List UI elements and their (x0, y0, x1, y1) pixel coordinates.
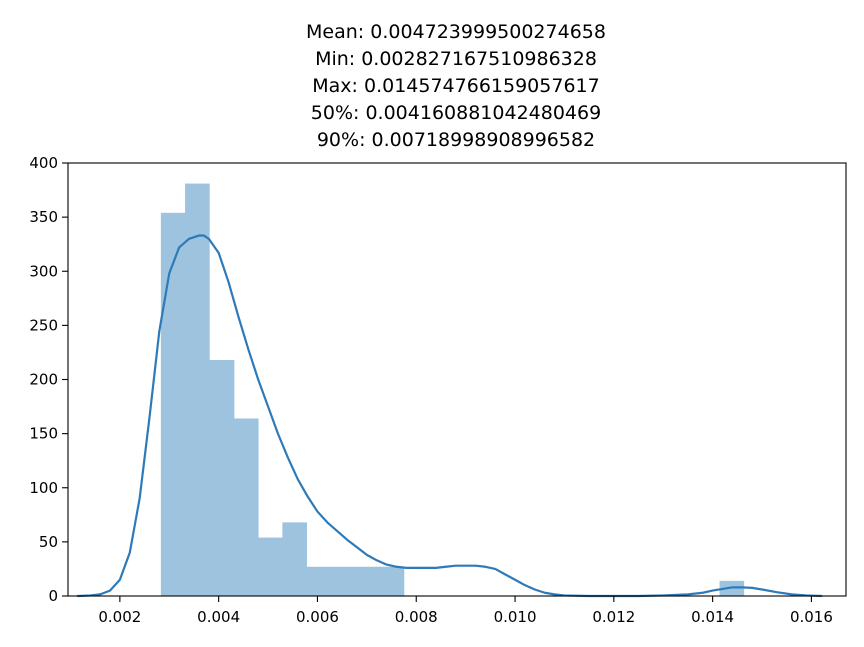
title-line-median: 50%: 0.004160881042480469 (311, 102, 601, 124)
title-line-max: Max: 0.014574766159057617 (312, 75, 599, 97)
x-tick-label-7: 0.016 (790, 608, 833, 626)
y-tick-label-5: 250 (29, 316, 58, 334)
histogram-bar-2 (209, 360, 235, 596)
title-line-p90: 90%: 0.00718998908996582 (317, 129, 595, 151)
chart-title: Mean: 0.004723999500274658 Min: 0.002827… (306, 21, 606, 151)
x-tick-label-0: 0.002 (98, 608, 141, 626)
x-tick-label-1: 0.004 (197, 608, 240, 626)
title-line-mean: Mean: 0.004723999500274658 (306, 21, 606, 43)
histogram-bars (160, 183, 745, 597)
histogram-bar-9 (379, 566, 405, 596)
y-tick-label-6: 300 (29, 262, 58, 280)
y-tick-label-2: 100 (29, 479, 58, 497)
x-tick-label-2: 0.006 (296, 608, 339, 626)
x-tick-label-6: 0.014 (691, 608, 734, 626)
histogram-bar-4 (258, 537, 283, 596)
y-tick-label-8: 400 (29, 154, 58, 172)
kde-line (76, 234, 823, 598)
histogram-bar-5 (282, 522, 307, 596)
x-tick-label-4: 0.010 (494, 608, 537, 626)
histogram-bar-8 (354, 566, 380, 596)
y-tick-label-3: 150 (29, 425, 58, 443)
histogram-bar-6 (306, 566, 332, 596)
y-axis-ticks: 0 50 100 150 200 250 300 350 400 (29, 154, 68, 605)
y-tick-label-4: 200 (29, 371, 58, 389)
x-axis-ticks: 0.002 0.004 0.006 0.008 0.010 0.012 0.014 0.016 (98, 596, 833, 626)
histogram-bar-3 (233, 418, 259, 596)
histogram-bar-1 (185, 183, 210, 596)
kde-layer (76, 234, 823, 598)
histogram-bar-7 (330, 566, 356, 596)
histogram-bar-0 (160, 212, 186, 597)
y-tick-label-1: 50 (39, 533, 58, 551)
x-tick-label-3: 0.008 (395, 608, 438, 626)
x-tick-label-5: 0.012 (592, 608, 635, 626)
title-line-min: Min: 0.002827167510986328 (315, 48, 597, 70)
y-tick-label-0: 0 (48, 587, 58, 605)
y-tick-label-7: 350 (29, 208, 58, 226)
